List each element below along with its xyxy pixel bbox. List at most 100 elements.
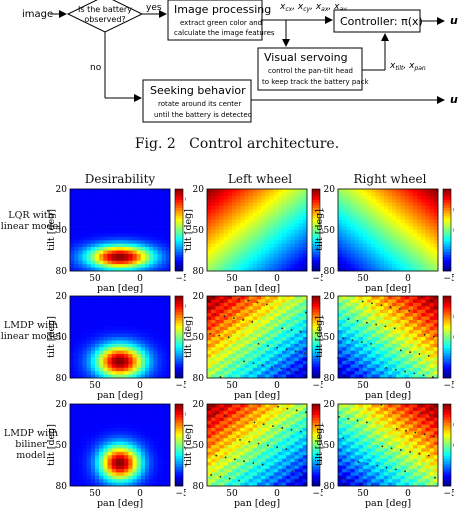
y-tick-label: 50 (193, 226, 205, 236)
x-tick-label: 0 (405, 274, 411, 284)
x-axis-label: pan [deg] (97, 498, 143, 509)
y-axis-label: tilt [deg] (314, 209, 325, 251)
sample-point (224, 456, 227, 459)
x-tick-label: −50 (176, 274, 187, 284)
x-tick-label: 50 (89, 489, 101, 499)
sample-point (404, 370, 406, 373)
colorbar-tick-label: 0 (453, 441, 454, 450)
colorbar-tick-label: −1 (322, 267, 323, 276)
sample-point (399, 449, 402, 451)
controller-box: Controller: π(x) (333, 9, 423, 33)
output-u-top: u (450, 14, 458, 27)
sample-point (257, 343, 260, 345)
output-u-bottom: u (450, 93, 458, 106)
sample-point (370, 343, 372, 345)
sample-point (265, 303, 268, 306)
colorbar-tick-label: 0.3 (185, 302, 186, 311)
sample-point (384, 325, 387, 328)
sample-point (347, 417, 350, 420)
heatmap-cells (338, 296, 439, 379)
svg-text:Is the battery: Is the battery (78, 5, 132, 14)
sample-point (300, 472, 303, 475)
y-tick-label: 20 (193, 185, 205, 195)
colorbar-tick-label: 0.5 (453, 421, 454, 430)
row-label-lmdp-bilinear: LMDP with biliner model (3, 428, 59, 461)
sample-point (233, 458, 236, 461)
sample-point (227, 336, 230, 339)
x-axis-label: pan [deg] (234, 283, 280, 294)
row-label-lmdp-linear: LMDP with linear model (0, 320, 62, 342)
caption-text: Control architecture. (189, 136, 340, 152)
x-tick-label: −50 (176, 381, 187, 391)
y-tick-label: 80 (193, 482, 205, 492)
heatmap-cells (207, 404, 308, 487)
sample-point (399, 349, 402, 352)
x-tick-label: 0 (137, 274, 143, 284)
x-tick-label: 0 (137, 489, 143, 499)
y-tick-label: 80 (324, 374, 336, 384)
colorbar-tick-label: 0.5 (453, 313, 454, 322)
heatmap-cells (207, 296, 308, 379)
col-title-left-wheel: Left wheel (227, 172, 293, 186)
svg-text:to keep track the battery pack: to keep track the battery pack (262, 78, 369, 86)
sample-point (338, 415, 340, 418)
colorbar-tick-label: 0.8 (185, 195, 186, 204)
sample-point (266, 344, 269, 347)
sample-point (365, 321, 368, 324)
sample-point (289, 369, 292, 372)
sample-point (431, 376, 434, 378)
sample-point (413, 372, 416, 375)
y-axis-label: tilt [deg] (183, 209, 194, 251)
y-tick-label: 80 (324, 267, 336, 277)
visual-servoing-box: Visual servoing control the pan-tilt hea… (257, 47, 369, 91)
sample-point (380, 404, 383, 406)
x-tick-label: −50 (444, 274, 455, 284)
sample-point (385, 466, 388, 469)
sample-point (276, 346, 279, 349)
sample-point (261, 364, 264, 367)
sample-point (291, 470, 294, 473)
row-label-lqr: LQR with linear model (0, 210, 62, 232)
y-tick-label: 80 (56, 267, 68, 277)
sample-point (422, 374, 425, 377)
sample-point (419, 412, 422, 415)
sample-point (276, 446, 279, 449)
sample-point (432, 435, 435, 438)
y-tick-label: 50 (56, 441, 68, 451)
x-tick-label: 50 (226, 489, 238, 499)
sample-point (347, 318, 350, 320)
sample-point (393, 327, 396, 330)
x-axis-label: pan [deg] (234, 498, 280, 509)
colorbar-tick-label: −1 (453, 267, 454, 276)
sample-point (295, 409, 298, 412)
sample-point (210, 474, 213, 476)
x-tick-label: −50 (313, 381, 324, 391)
sample-point (261, 463, 264, 466)
sample-point (342, 337, 345, 340)
svg-text:control the pan-tilt head: control the pan-tilt head (268, 67, 353, 75)
sample-point (290, 428, 293, 431)
sample-point (223, 315, 226, 318)
sample-point (394, 468, 397, 471)
sample-point (381, 445, 384, 448)
y-axis-label: tilt [deg] (46, 209, 57, 251)
sample-point (395, 427, 398, 430)
caption-fig-number: Fig. 2 (134, 136, 176, 152)
sample-point (423, 433, 426, 436)
y-tick-label: 20 (56, 185, 68, 195)
colorbar-tick-label: 0.1 (185, 462, 186, 471)
y-tick-label: 20 (324, 400, 336, 410)
colorbar-tick-label: −1 (453, 374, 454, 383)
x-tick-label: 50 (226, 381, 238, 391)
seeking-behavior-box: Seeking behavior rotate around its cente… (142, 79, 252, 123)
heatmap-cells (338, 404, 439, 487)
sample-point (427, 454, 430, 457)
y-tick-label: 20 (193, 400, 205, 410)
image-processing-box: Image processing extract green color and… (167, 0, 275, 41)
sample-point (251, 320, 254, 323)
colorbar-tick-label: 0.5 (322, 313, 323, 322)
x-axis-label: pan [deg] (365, 390, 411, 401)
sample-point (232, 317, 235, 320)
no-label: no (90, 63, 102, 73)
